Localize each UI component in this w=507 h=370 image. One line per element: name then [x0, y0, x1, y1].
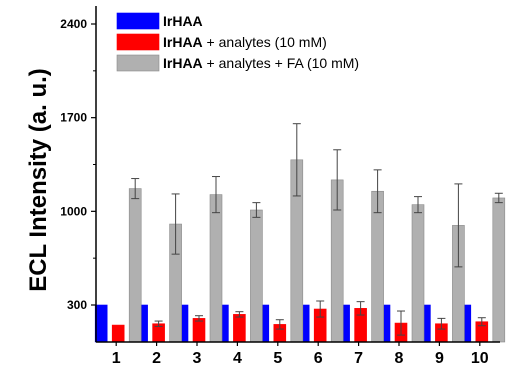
- error-bar-s2-8: [397, 310, 405, 336]
- bar-s3-1: [128, 188, 142, 343]
- legend-swatch-3: [116, 54, 160, 72]
- y-tick-label-1000: 1000: [60, 204, 87, 218]
- x-tick-label-4: 4: [233, 350, 242, 367]
- bar-s3-8: [411, 204, 425, 343]
- error-bar-s2-7: [356, 301, 365, 316]
- error-bar-s3-9: [454, 183, 463, 268]
- error-bar-s2-6: [316, 300, 325, 318]
- bar-s3-3: [209, 194, 223, 343]
- bar-s2-4: [233, 314, 246, 343]
- legend-swatch-1: [116, 12, 160, 30]
- bar-s1-1: [94, 304, 108, 343]
- x-tick-label-5: 5: [273, 350, 282, 367]
- error-bar-s3-7: [373, 169, 382, 214]
- error-bar-s2-5: [275, 319, 284, 330]
- y-tick-label-1700: 1700: [60, 111, 87, 125]
- error-bar-s2-4: [235, 311, 244, 318]
- legend-entry-rest-2: + analytes (10 mM): [203, 34, 327, 50]
- bar-s2-3: [192, 318, 206, 343]
- legend-entry-bold-2: IrHAA: [163, 34, 203, 50]
- error-bar-s3-4: [252, 202, 261, 218]
- error-bar-s3-2: [171, 193, 180, 255]
- x-tick-label-8: 8: [395, 350, 404, 367]
- legend-swatch-2: [116, 33, 160, 51]
- error-bar-s3-6: [333, 149, 342, 211]
- legend-entry-1: IrHAA: [163, 13, 203, 29]
- legend-entry-3: IrHAA + analytes + FA (10 mM): [163, 55, 359, 71]
- error-bar-s3-3: [212, 176, 220, 214]
- plot-area: 300 1000 1700 2400 1 2 3 4 5 6 7 8 9 10: [60, 6, 506, 367]
- error-bar-s2-10: [477, 317, 486, 327]
- x-tick-label-6: 6: [314, 350, 323, 367]
- y-tick-label-300: 300: [67, 298, 87, 312]
- legend-entry-bold-3: IrHAA: [163, 55, 203, 71]
- x-tick-label-1: 1: [112, 350, 121, 367]
- legend-entry-rest-3: + analytes + FA (10 mM): [203, 55, 359, 71]
- bar-s3-4: [250, 209, 263, 343]
- error-bar-s2-3: [195, 315, 203, 322]
- bar-s2-1: [111, 324, 125, 343]
- bar-s3-7: [371, 190, 384, 343]
- y-axis-label: ECL Intensity (a. u.): [25, 68, 52, 292]
- error-bar-s3-1: [131, 178, 140, 200]
- y-tick-label-2400: 2400: [60, 17, 87, 31]
- error-bar-s2-2: [154, 320, 163, 327]
- x-tick-label-9: 9: [435, 350, 444, 367]
- error-bar-s3-8: [414, 196, 422, 214]
- legend-entry-bold-1: IrHAA: [163, 13, 203, 29]
- x-tick-label-3: 3: [193, 350, 202, 367]
- bar-s3-10: [492, 197, 506, 343]
- error-bar-s3-10: [494, 192, 503, 204]
- x-tick-label-10: 10: [471, 350, 489, 367]
- error-bar-s3-5: [292, 123, 301, 197]
- x-tick-label-7: 7: [354, 350, 363, 367]
- x-tick-label-2: 2: [152, 350, 161, 367]
- legend-entry-2: IrHAA + analytes (10 mM): [163, 34, 327, 50]
- error-bar-s2-9: [437, 317, 446, 330]
